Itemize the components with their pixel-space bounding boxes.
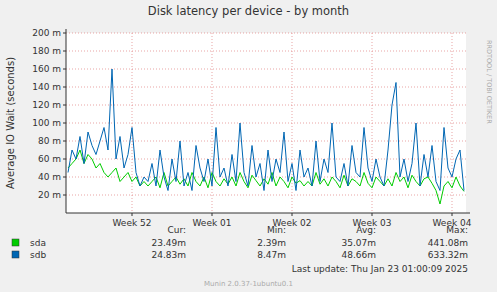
- legend-header: Cur:: [167, 225, 186, 235]
- grid-line: [66, 33, 466, 34]
- y-axis-label: Average IO Wait (seconds): [5, 57, 16, 189]
- grid-line: [292, 33, 293, 213]
- legend-value: 633.32m: [428, 250, 468, 260]
- legend-value: 8.47m: [257, 250, 286, 260]
- legend-label: sda: [30, 238, 46, 248]
- legend-swatch: [12, 251, 19, 258]
- y-tick-label: 60 m: [38, 154, 61, 164]
- grid-line: [66, 123, 466, 124]
- legend-label: sdb: [30, 250, 46, 260]
- plot-area: [66, 33, 466, 213]
- grid-line: [132, 33, 133, 213]
- grid-line: [66, 159, 466, 160]
- legend-value: 48.66m: [341, 250, 376, 260]
- legend-header: Avg:: [356, 225, 376, 235]
- legend-value: 35.07m: [341, 238, 376, 248]
- legend-header: Min:: [267, 225, 286, 235]
- footer: Munin 2.0.37-1ubuntu0.1: [204, 280, 293, 288]
- series-group: [68, 69, 464, 204]
- last-update: Last update: Thu Jan 23 01:00:09 2025: [292, 264, 468, 274]
- y-tick-label: 100 m: [32, 118, 61, 128]
- legend-value: 2.39m: [257, 238, 286, 248]
- legend-value: 24.83m: [151, 250, 186, 260]
- grid-line: [66, 87, 466, 88]
- legend-value: 23.49m: [151, 238, 186, 248]
- legend-header: Max:: [446, 225, 468, 235]
- grid-line: [66, 177, 466, 178]
- grid-line: [66, 69, 466, 70]
- legend-swatch: [12, 239, 19, 246]
- y-tick-label: 40 m: [38, 172, 61, 182]
- x-tick-label: Week 52: [113, 218, 152, 228]
- series-line: [68, 69, 464, 191]
- y-tick-label: 180 m: [32, 46, 61, 56]
- legend-value: 441.08m: [428, 238, 468, 248]
- watermark: RRDTOOL / TOBI OETIKER: [485, 40, 493, 124]
- grid-line: [66, 195, 466, 196]
- title: Disk latency per device - by month: [148, 4, 349, 18]
- y-tick-label: 200 m: [32, 28, 61, 38]
- grid-line: [66, 51, 466, 52]
- background: [0, 0, 497, 292]
- y-tick-label: 20 m: [38, 190, 61, 200]
- y-tick-label: 140 m: [32, 82, 61, 92]
- x-tick-label: Week 01: [193, 218, 232, 228]
- y-tick-label: 80 m: [38, 136, 61, 146]
- grid-line: [66, 105, 466, 106]
- y-tick-label: 120 m: [32, 100, 61, 110]
- grid-line: [66, 141, 466, 142]
- y-axis: [66, 29, 67, 213]
- chart: Disk latency per device - by month Averag…: [0, 0, 497, 292]
- x-axis: [66, 213, 470, 214]
- y-tick-label: 160 m: [32, 64, 61, 74]
